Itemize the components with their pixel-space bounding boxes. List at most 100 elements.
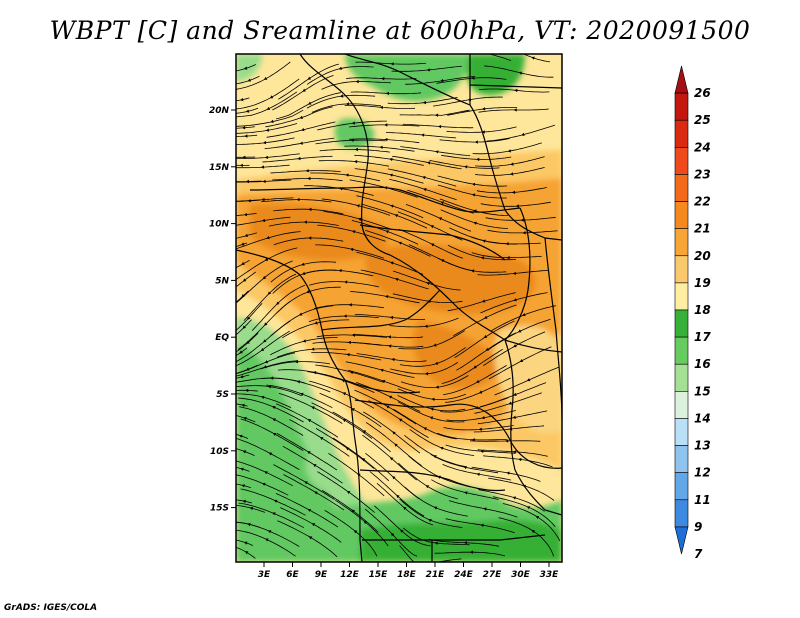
streamline-arrow	[483, 334, 488, 338]
streamline-arrow	[244, 541, 248, 545]
streamline-arrow	[339, 187, 343, 191]
colorbar-swatch	[674, 418, 689, 446]
streamline-arrow	[356, 204, 360, 208]
colorbar-label: 23	[694, 167, 711, 181]
streamline-arrow	[513, 298, 517, 302]
streamline-arrow	[519, 359, 524, 362]
streamline-arrow	[247, 316, 251, 320]
lat-tick-label: 20N	[209, 106, 230, 116]
streamline-arrow	[512, 415, 516, 419]
streamline-arrow	[357, 473, 361, 477]
lat-tick-label: 10N	[209, 220, 230, 230]
lon-tick-label: 12E	[340, 570, 360, 580]
colorbar-label: 14	[694, 411, 711, 425]
streamline-arrow	[390, 204, 394, 208]
streamline-arrow	[263, 76, 268, 80]
streamline-arrow	[308, 207, 312, 212]
colorbar-top-arrow	[674, 65, 689, 94]
colorbar-label: 12	[694, 466, 711, 480]
colorbar-label: 21	[694, 222, 711, 236]
streamline-arrow	[463, 541, 467, 545]
colorbar-swatch	[674, 282, 689, 311]
streamline	[487, 54, 512, 61]
streamline-arrow	[342, 419, 347, 423]
country-boundaries	[236, 54, 562, 562]
lat-tick: 15N	[209, 163, 236, 173]
streamline-arrow	[276, 301, 280, 305]
streamline-arrow	[262, 275, 267, 280]
streamline-arrow	[535, 515, 540, 519]
streamline-arrow	[241, 261, 245, 265]
streamline-arrow	[244, 134, 248, 138]
lat-tick: 15S	[210, 504, 236, 514]
streamline-arrow	[308, 236, 312, 240]
streamline-arrow	[431, 397, 435, 401]
streamline-arrow	[264, 322, 268, 326]
streamline-arrow	[389, 173, 393, 177]
streamline-arrow	[249, 506, 254, 511]
colorbar-swatch	[674, 255, 689, 284]
streamline-arrow	[355, 79, 359, 84]
streamline-arrow	[344, 280, 348, 284]
streamline-arrow	[245, 367, 250, 371]
lat-tick-label: 10S	[210, 447, 229, 457]
streamline-arrow	[268, 452, 273, 456]
streamline-arrow	[481, 416, 485, 420]
streamline-arrow	[471, 76, 475, 80]
streamline-arrow	[512, 450, 516, 454]
streamline-arrow	[242, 126, 246, 130]
streamline-arrow	[476, 379, 480, 383]
lat-tick: EQ	[215, 333, 236, 343]
streamline-arrow	[272, 418, 276, 422]
streamline-arrow	[390, 457, 394, 461]
streamline-arrow	[434, 361, 439, 365]
streamline-arrow	[507, 149, 511, 153]
streamline-arrow	[272, 433, 277, 436]
streamline-arrow	[434, 113, 439, 117]
streamline-arrow	[526, 506, 531, 510]
colorbar-label: 9	[694, 520, 702, 534]
streamline-arrow	[267, 530, 272, 534]
lon-tick-label: 15E	[369, 570, 389, 580]
streamline-arrow	[307, 76, 311, 80]
streamline-arrow	[262, 179, 266, 184]
streamline-arrow	[424, 372, 429, 376]
colorbar: 26 25 24 23 22 21 20 19 18 17 16 15 14 13 12 11 9 7	[674, 65, 711, 561]
streamline-arrow	[385, 295, 389, 299]
streamline-arrow	[484, 315, 488, 319]
streamline-arrow	[341, 379, 346, 383]
green-north-2	[466, 54, 525, 95]
streamline-arrow	[474, 140, 478, 144]
streamline-arrow	[241, 484, 245, 488]
lon-tick-label: 24E	[454, 570, 474, 580]
streamline-arrow	[396, 494, 400, 499]
streamline-arrow	[476, 157, 480, 162]
streamline-arrow	[296, 380, 301, 384]
lon-tick-label: 33E	[540, 570, 560, 580]
streamline-arrow	[506, 471, 510, 475]
streamline-arrow	[308, 101, 312, 105]
lon-tick: 6E	[286, 562, 300, 580]
streamline-arrow	[478, 390, 483, 394]
streamline-arrow	[510, 162, 514, 166]
lon-tick-label: 6E	[286, 570, 299, 580]
streamline-arrow	[239, 163, 243, 167]
streamline-arrow	[422, 100, 427, 105]
streamline-arrow	[426, 68, 430, 72]
streamline-arrow	[392, 476, 396, 480]
streamline-arrow	[478, 427, 482, 431]
streamline-arrow	[476, 472, 480, 476]
streamline-arrow	[440, 446, 444, 450]
streamline-arrow	[240, 467, 244, 471]
lon-tick-label: 3E	[258, 570, 271, 580]
streamline-arrow	[400, 529, 404, 533]
streamline-arrow	[513, 392, 517, 396]
streamline-arrow	[505, 242, 509, 246]
lon-tick: 33E	[540, 562, 560, 580]
streamline-arrow	[265, 128, 270, 132]
streamline-arrow	[421, 133, 425, 137]
streamline-arrow	[424, 324, 428, 328]
streamline-arrow	[379, 105, 383, 110]
streamline-arrow	[307, 509, 311, 512]
streamline-arrow	[531, 530, 535, 534]
